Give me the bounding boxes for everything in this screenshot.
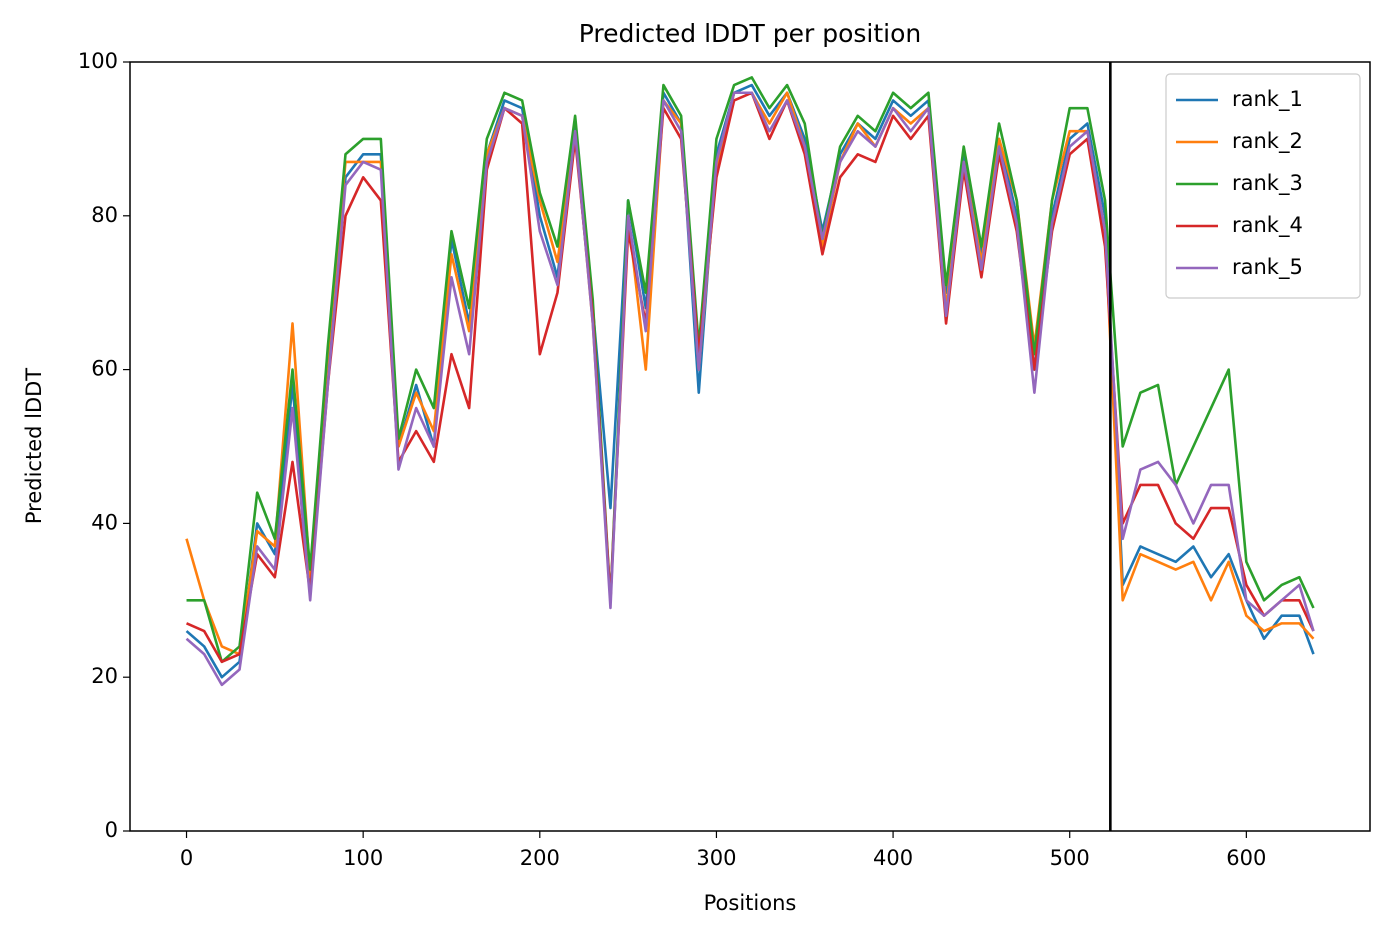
y-tick-label: 80 — [91, 203, 118, 227]
series-line — [186, 91, 1315, 664]
x-tick-label: 200 — [520, 846, 560, 870]
series-line — [185, 91, 1315, 687]
x-tick-label: 500 — [1050, 846, 1090, 870]
x-tick-label: 600 — [1226, 846, 1266, 870]
series-line — [186, 76, 1315, 664]
plot-frame — [129, 61, 1371, 832]
y-tick-label: 40 — [91, 510, 118, 534]
legend-label: rank_1 — [1232, 87, 1303, 112]
y-tick-label: 100 — [78, 49, 118, 73]
y-axis-label: Predicted lDDT — [22, 368, 46, 524]
x-tick-label: 300 — [696, 846, 736, 870]
legend-label: rank_3 — [1232, 171, 1303, 196]
y-tick-label: 20 — [91, 664, 118, 688]
x-tick-label: 100 — [343, 846, 383, 870]
legend-label: rank_2 — [1232, 129, 1303, 154]
x-tick-label: 0 — [180, 846, 193, 870]
x-axis-label: Positions — [704, 891, 797, 915]
legend-label: rank_5 — [1232, 255, 1303, 280]
y-tick-label: 0 — [105, 818, 118, 842]
legend-label: rank_4 — [1232, 213, 1303, 238]
x-tick-label: 400 — [873, 846, 913, 870]
legend-box — [1165, 73, 1361, 299]
series-line — [185, 83, 1315, 679]
series-line — [185, 91, 1315, 656]
plot-area — [185, 76, 1315, 687]
chart-title: Predicted lDDT per position — [579, 19, 921, 48]
y-tick-label: 60 — [91, 357, 118, 381]
